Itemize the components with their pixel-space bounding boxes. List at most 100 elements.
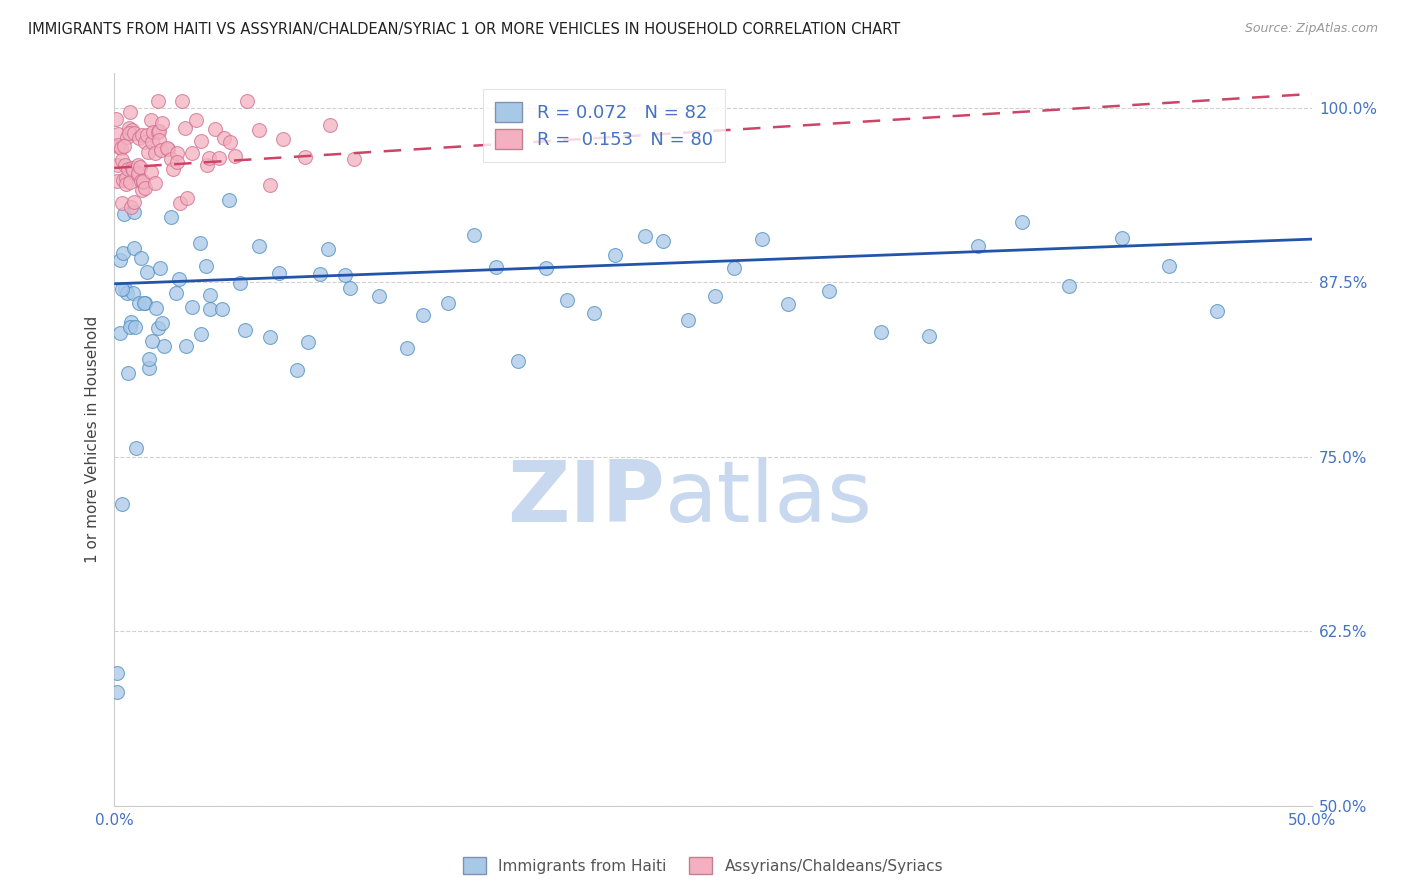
Point <box>634 229 657 244</box>
Point <box>534 260 557 275</box>
Text: atlas: atlas <box>665 457 873 540</box>
Legend: Immigrants from Haiti, Assyrians/Chaldeans/Syriacs: Immigrants from Haiti, Assyrians/Chaldea… <box>457 851 949 880</box>
Point <box>117 162 139 177</box>
Point <box>107 666 129 681</box>
Point <box>127 168 149 182</box>
Point <box>751 232 773 246</box>
Point <box>342 153 364 167</box>
Point <box>259 178 281 193</box>
Point <box>138 352 160 367</box>
Point <box>124 241 146 255</box>
Point <box>107 138 129 153</box>
Point <box>120 316 142 330</box>
Point <box>208 151 231 165</box>
Point <box>127 158 149 172</box>
Point <box>105 112 128 126</box>
Point <box>138 360 160 375</box>
Point <box>224 149 246 163</box>
Point <box>129 174 152 188</box>
Point <box>105 174 128 188</box>
Point <box>105 684 128 698</box>
Point <box>131 128 153 142</box>
Point <box>132 175 155 189</box>
Point <box>120 200 142 214</box>
Point <box>117 130 139 145</box>
Y-axis label: 1 or more Vehicles in Household: 1 or more Vehicles in Household <box>86 316 100 563</box>
Point <box>285 363 308 377</box>
Point <box>114 178 136 192</box>
Text: IMMIGRANTS FROM HAITI VS ASSYRIAN/CHALDEAN/SYRIAC 1 OR MORE VEHICLES IN HOUSEHOL: IMMIGRANTS FROM HAITI VS ASSYRIAN/CHALDE… <box>28 22 900 37</box>
Point <box>437 296 460 310</box>
Point <box>141 135 163 149</box>
Point <box>127 166 149 180</box>
Point <box>122 285 145 300</box>
Point <box>110 141 132 155</box>
Point <box>485 260 508 274</box>
Point <box>229 276 252 290</box>
Point <box>118 126 141 140</box>
Point <box>297 334 319 349</box>
Point <box>967 239 990 253</box>
Point <box>122 162 145 177</box>
Point <box>412 308 434 322</box>
Text: Source: ZipAtlas.com: Source: ZipAtlas.com <box>1244 22 1378 36</box>
Point <box>132 296 155 310</box>
Point <box>271 132 294 146</box>
Point <box>583 306 606 320</box>
Point <box>122 205 145 219</box>
Point <box>368 289 391 303</box>
Point <box>555 293 578 307</box>
Point <box>121 122 143 136</box>
Point <box>134 135 156 149</box>
Point <box>111 497 134 511</box>
Point <box>108 253 131 268</box>
Point <box>169 272 191 286</box>
Point <box>107 139 129 153</box>
Point <box>235 323 257 337</box>
Point <box>180 300 202 314</box>
Point <box>339 280 361 294</box>
Point <box>259 330 281 344</box>
Point <box>129 251 152 265</box>
Point <box>142 125 165 139</box>
Point <box>174 339 197 353</box>
Point <box>818 284 841 298</box>
Point <box>141 334 163 348</box>
Point <box>174 121 197 136</box>
Point <box>678 313 700 327</box>
Point <box>114 282 136 296</box>
Point <box>150 316 173 330</box>
Point <box>316 243 339 257</box>
Point <box>122 195 145 210</box>
Point <box>165 285 187 300</box>
Point <box>169 195 191 210</box>
Point <box>112 207 135 221</box>
Point <box>136 128 159 143</box>
Point <box>204 121 226 136</box>
Point <box>267 266 290 280</box>
Point <box>319 118 342 132</box>
Point <box>150 116 173 130</box>
Point <box>117 285 139 300</box>
Point <box>124 320 146 334</box>
Point <box>308 267 330 281</box>
Point <box>1111 230 1133 244</box>
Point <box>118 175 141 189</box>
Point <box>236 94 259 108</box>
Point <box>128 160 150 174</box>
Point <box>170 94 193 108</box>
Point <box>107 127 129 141</box>
Point <box>200 288 222 302</box>
Point <box>162 161 184 176</box>
Point <box>188 235 211 250</box>
Point <box>190 135 212 149</box>
Point <box>111 282 134 296</box>
Point <box>112 172 135 186</box>
Point <box>125 441 148 455</box>
Point <box>395 342 418 356</box>
Point <box>723 260 745 275</box>
Point <box>870 325 893 339</box>
Point <box>136 264 159 278</box>
Point <box>143 177 166 191</box>
Point <box>112 139 135 153</box>
